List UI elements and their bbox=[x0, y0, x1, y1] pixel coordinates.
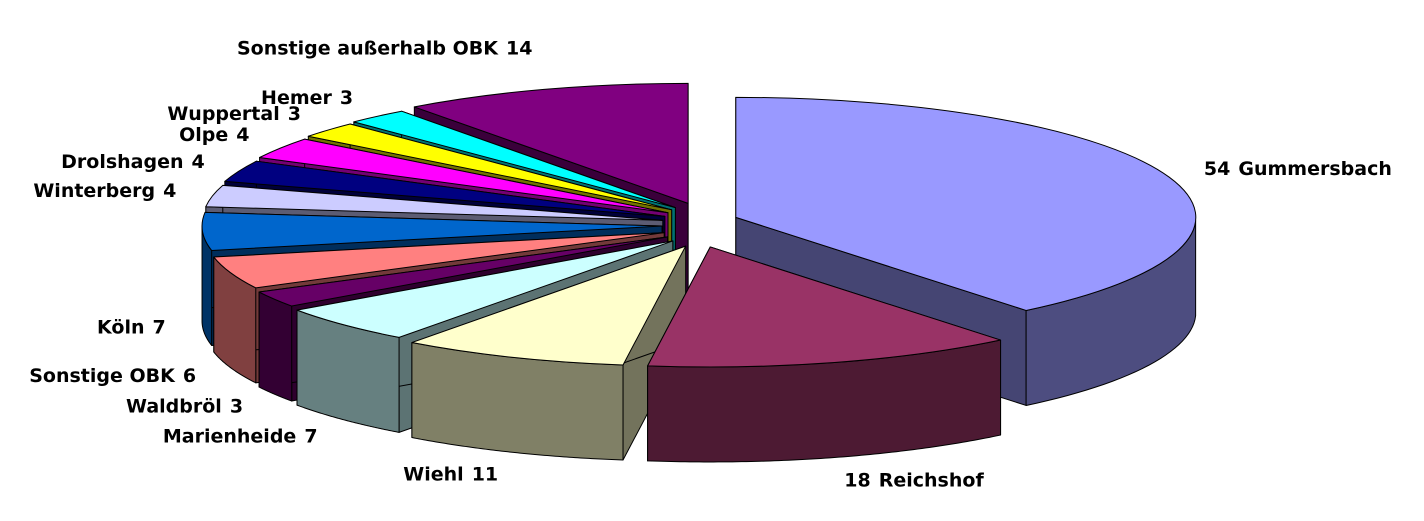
slice-name: Olpe bbox=[179, 124, 228, 146]
slice bbox=[224, 160, 666, 217]
slice-value: 4 bbox=[163, 180, 176, 202]
slice-name: Reichshof bbox=[879, 469, 985, 491]
slice-value: 3 bbox=[340, 87, 353, 109]
slice bbox=[205, 184, 664, 221]
slice bbox=[213, 232, 665, 289]
slice bbox=[201, 211, 663, 251]
slice-label: Wiehl 11 bbox=[403, 463, 498, 485]
slice-wall bbox=[258, 291, 293, 402]
slice-name: Gummersbach bbox=[1238, 158, 1392, 180]
slice-label: Wuppertal 3 bbox=[167, 102, 301, 124]
slice-value: 7 bbox=[304, 425, 317, 447]
slice-value: 14 bbox=[506, 37, 532, 59]
slice-value: 4 bbox=[236, 124, 249, 146]
slice-name: Winterberg bbox=[33, 180, 155, 202]
slice-label: Waldbröl 3 bbox=[126, 395, 243, 417]
slice-label: 18 Reichshof bbox=[844, 469, 984, 491]
slice-name: Sonstige außerhalb OBK bbox=[237, 37, 499, 59]
slice bbox=[735, 96, 1197, 311]
slice-label: Marienheide 7 bbox=[163, 425, 318, 447]
slice-label: Sonstige OBK 6 bbox=[29, 364, 196, 386]
slice-label: 54 Gummersbach bbox=[1204, 158, 1392, 180]
slice-value: 3 bbox=[288, 102, 301, 124]
slice-name: Hemer bbox=[261, 87, 332, 109]
slice bbox=[258, 236, 669, 307]
slice-value: 4 bbox=[192, 151, 205, 173]
slice bbox=[411, 245, 687, 366]
slice-value: 18 bbox=[844, 469, 870, 491]
slice-name: Drolshagen bbox=[61, 151, 183, 173]
slice-name: Marienheide bbox=[163, 425, 296, 447]
slice-value: 7 bbox=[153, 316, 166, 338]
slice-label: Winterberg 4 bbox=[33, 180, 176, 202]
slice-name: Köln bbox=[97, 316, 144, 338]
slice-name: Wiehl bbox=[403, 463, 463, 485]
slice-label: Hemer 3 bbox=[261, 87, 353, 109]
slice-name: Sonstige OBK bbox=[29, 364, 176, 386]
slice bbox=[296, 240, 674, 338]
slice bbox=[647, 246, 1002, 368]
slice bbox=[307, 123, 673, 211]
slice-value: 6 bbox=[183, 364, 196, 386]
slice-value: 3 bbox=[230, 395, 243, 417]
slice-label: Olpe 4 bbox=[179, 124, 249, 146]
slice bbox=[259, 138, 669, 214]
slice-name: Waldbröl bbox=[126, 395, 222, 417]
slice-label: Drolshagen 4 bbox=[61, 151, 205, 173]
slice-value: 54 bbox=[1204, 158, 1230, 180]
slice bbox=[413, 82, 689, 204]
slice-value: 11 bbox=[472, 463, 498, 485]
slice-name: Wuppertal bbox=[167, 102, 279, 124]
slice-label: Köln 7 bbox=[97, 316, 166, 338]
slice-label: Sonstige außerhalb OBK 14 bbox=[237, 37, 532, 59]
slice bbox=[353, 110, 676, 209]
